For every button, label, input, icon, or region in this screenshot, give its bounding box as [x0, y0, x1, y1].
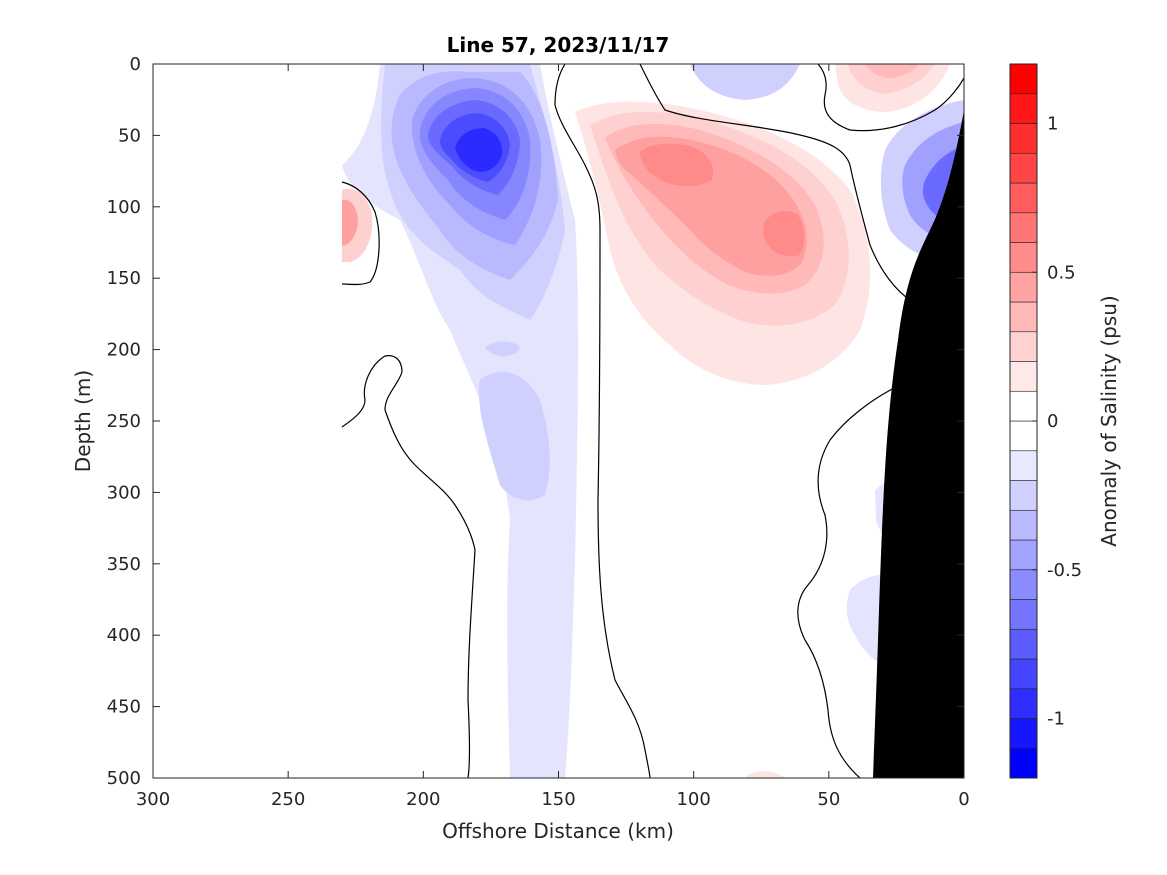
colorbar-tick-label: 0: [1047, 411, 1058, 432]
x-tick-label: 300: [136, 789, 170, 810]
fresh-surface-patch: [690, 64, 800, 100]
x-tick-label: 150: [541, 789, 575, 810]
y-axis-ticks: 0 50 100 150 200 250 300 350 400 450 500: [107, 54, 964, 789]
salty-offshore-2: [342, 199, 358, 246]
shelf-bottom: [873, 110, 964, 778]
colorbar-segment: [1009, 718, 1038, 749]
zero-contour-6: [797, 385, 899, 778]
zero-contour-3: [554, 64, 651, 778]
colorbar-segment: [1009, 63, 1038, 95]
x-tick-label: 100: [676, 789, 710, 810]
y-tick-label: 200: [107, 340, 141, 361]
colorbar-segment: [1009, 301, 1038, 333]
colorbar-segment: [1009, 93, 1038, 124]
fresh-core: [455, 128, 503, 172]
x-axis-title: Offshore Distance (km): [442, 819, 674, 843]
colorbar-segment: [1009, 212, 1038, 243]
colorbar-segment: [1009, 450, 1038, 481]
salty-core-1: [640, 143, 714, 187]
colorbar-segment: [1009, 420, 1038, 452]
colorbar-segment: [1009, 123, 1038, 154]
x-tick-label: 250: [271, 789, 305, 810]
zero-contour-1: [341, 181, 380, 286]
colorbar-segment: [1009, 480, 1038, 511]
salty-surface-3: [865, 64, 920, 78]
colorbar-segment: [1009, 658, 1038, 690]
colorbar-segment: [1009, 271, 1038, 303]
colorbar-tick-label: -1: [1047, 709, 1065, 730]
y-tick-label: 0: [130, 54, 141, 75]
y-tick-label: 500: [107, 768, 141, 789]
y-tick-label: 450: [107, 697, 141, 718]
colorbar-label: Anomaly of Salinity (psu): [1097, 295, 1121, 546]
colorbar-segment: [1009, 182, 1038, 214]
colorbar-segment: [1009, 688, 1038, 719]
colorbar: [1009, 63, 1038, 779]
x-tick-label: 50: [817, 789, 840, 810]
y-tick-label: 250: [107, 411, 141, 432]
y-tick-label: 50: [118, 125, 141, 146]
y-tick-label: 300: [107, 482, 141, 503]
salty-core-2: [763, 210, 805, 257]
zero-contour-2: [341, 355, 476, 778]
y-tick-label: 150: [107, 268, 141, 289]
colorbar-tick-label: 1: [1047, 114, 1058, 135]
colorbar-segment: [1009, 390, 1038, 422]
colorbar-ticks: -1 -0.5 0 0.5 1: [1032, 114, 1082, 730]
colorbar-segment: [1009, 539, 1038, 571]
fresh-small-blob: [485, 341, 520, 357]
colorbar-segment: [1009, 628, 1038, 660]
colorbar-segment: [1009, 152, 1038, 184]
zero-contour-5: [817, 64, 964, 132]
x-tick-label: 200: [406, 789, 440, 810]
colorbar-segment: [1009, 242, 1038, 273]
anomaly-field: [341, 64, 964, 778]
colorbar-segment: [1009, 361, 1038, 392]
salty-bottom-blob: [745, 771, 785, 778]
colorbar-segment: [1009, 331, 1038, 362]
colorbar-tick-label: 0.5: [1047, 262, 1076, 283]
y-axis-title: Depth (m): [71, 370, 95, 472]
colorbar-segment: [1009, 599, 1038, 630]
x-tick-label: 0: [958, 789, 969, 810]
colorbar-tick-label: -0.5: [1047, 560, 1082, 581]
y-tick-label: 350: [107, 554, 141, 575]
salty-surface-2: [848, 64, 935, 94]
colorbar-segment: [1009, 569, 1038, 600]
chart-title: Line 57, 2023/11/17: [447, 33, 670, 57]
y-tick-label: 400: [107, 625, 141, 646]
x-axis-ticks: 300 250 200 150 100 50 0: [136, 64, 970, 810]
colorbar-segment: [1009, 509, 1038, 541]
y-tick-label: 100: [107, 197, 141, 218]
colorbar-segment: [1009, 747, 1038, 779]
fresh-deep-tongue: [479, 371, 550, 501]
